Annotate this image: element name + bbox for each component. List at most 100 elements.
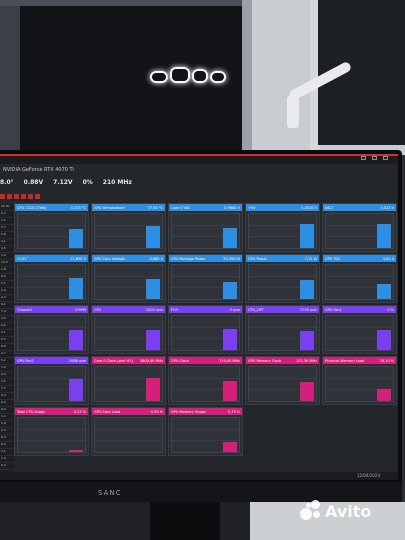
door-handle-base	[287, 96, 299, 128]
sidebar-row[interactable]: 8,8	[0, 344, 14, 351]
sidebar-row[interactable]: 0,8	[0, 232, 14, 239]
close-icon[interactable]	[383, 156, 388, 160]
sensor-tile[interactable]: GPU Core Load 0,00 %	[91, 407, 166, 456]
gridline	[172, 225, 239, 227]
sensor-tile[interactable]: Physical Memory Load 28,10 %	[322, 356, 397, 405]
sensor-tile-header: GPU Temperature 37,00 °C	[92, 204, 165, 211]
gridline	[249, 338, 316, 340]
window-frame	[0, 0, 20, 155]
sensor-plot	[325, 264, 394, 300]
sensor-tile[interactable]: PCH 0 rpm	[168, 305, 243, 354]
sensor-tile[interactable]: CPU_OPT 1750 rpm	[245, 305, 320, 354]
sidebar-row[interactable]: 5,0	[0, 211, 14, 218]
sensor-tile-header: Core 0 Clock (perf #1) 3600,00 MHz	[92, 357, 165, 364]
sensor-tile[interactable]: GPU Clock 210,00 MHz	[168, 356, 243, 405]
sidebar-row[interactable]: 7,4	[0, 309, 14, 316]
sensor-name: CPU Package Power	[171, 256, 206, 261]
sidebar-row[interactable]: 9,1	[0, 302, 14, 309]
sensor-tile[interactable]: Total CPU Usage 0,31 %	[14, 407, 89, 456]
sensor-name: Core 0 Clock (perf #1)	[94, 358, 134, 363]
sensor-tile[interactable]: GPU Temperature 37,00 °C	[91, 203, 166, 252]
sidebar-row[interactable]: 5,8	[0, 421, 14, 428]
toolbar-button[interactable]	[28, 194, 33, 199]
sensor-tile-header: Chassis1 0 RPM	[15, 306, 88, 313]
sidebar-row[interactable]: 4,4	[0, 393, 14, 400]
sidebar-row[interactable]: 50 Hz	[0, 204, 14, 211]
monitor-brand: SANC	[98, 489, 122, 497]
sidebar-row[interactable]: 0,2	[0, 400, 14, 407]
sensor-tile[interactable]: CPU CCD1 (Tdie) 4,125 °C	[14, 203, 89, 252]
sidebar-row[interactable]: 1,2	[0, 218, 14, 225]
gridline	[249, 236, 316, 238]
sensor-tile[interactable]: GPU Memory Clock 101,30 MHz	[245, 356, 320, 405]
toolbar-button[interactable]	[7, 194, 12, 199]
sidebar-row[interactable]: 2,2	[0, 295, 14, 302]
gpu-title: NVIDIA GeForce RTX 4070 Ti	[3, 167, 74, 173]
sidebar-row[interactable]: 2,7	[0, 351, 14, 358]
sidebar-row[interactable]: 3,9	[0, 253, 14, 260]
sidebar-row[interactable]: 2,4	[0, 428, 14, 435]
maximize-icon[interactable]	[372, 156, 377, 160]
sidebar-row[interactable]: 1,9	[0, 365, 14, 372]
sensor-tile-header: GPU Fan1 0 %	[323, 306, 396, 313]
sensor-tile[interactable]: Core 0 Clock (perf #1) 3600,00 MHz	[91, 356, 166, 405]
sidebar-row[interactable]: 1,0	[0, 288, 14, 295]
sensor-name: GPU Fan1	[325, 307, 342, 312]
sensor-value: 1086 rpm	[68, 358, 86, 363]
minimize-icon[interactable]	[361, 156, 366, 160]
sensor-tile-header: GPU Core Load 0,00 %	[92, 408, 165, 415]
sidebar-row[interactable]: 5,5	[0, 281, 14, 288]
sensor-tile[interactable]: Chassis1 0 RPM	[14, 305, 89, 354]
sidebar-row[interactable]: 12,0	[0, 260, 14, 267]
sidebar-row[interactable]: 6,0	[0, 372, 14, 379]
sidebar-row[interactable]: 3,1	[0, 449, 14, 456]
sidebar-row[interactable]: 3,3	[0, 225, 14, 232]
sensor-name: CPU	[94, 307, 102, 312]
sidebar-row[interactable]: 5,2	[0, 358, 14, 365]
sidebar-row[interactable]: 8,3	[0, 435, 14, 442]
gridline	[95, 327, 162, 329]
accent-line	[0, 154, 398, 156]
toolbar-button[interactable]	[0, 194, 5, 199]
sidebar-row[interactable]: 8,0	[0, 274, 14, 281]
sensor-level-bar	[146, 225, 160, 248]
app-titlebar	[0, 154, 398, 164]
sensor-tile[interactable]: GPU Fan1 0 %	[322, 305, 397, 354]
sensor-tile[interactable]: CPU 1400 rpm	[91, 305, 166, 354]
sensor-tile[interactable]: CPU Package Power 30,350 W	[168, 254, 243, 303]
sidebar-row[interactable]: 9,9	[0, 407, 14, 414]
sensor-tile[interactable]: CPU TDC 4,00 A	[322, 254, 397, 303]
sidebar-row[interactable]: 7,7	[0, 386, 14, 393]
sidebar-row[interactable]: 7,0	[0, 456, 14, 463]
sensor-name: GPU Core Voltage	[94, 256, 125, 261]
sensor-tile[interactable]: +12V 11,856 V	[14, 254, 89, 303]
sidebar-row[interactable]: 4,5	[0, 246, 14, 253]
sensor-tile[interactable]: +5V 5,0320 V	[245, 203, 320, 252]
sidebar-row[interactable]: 6,5	[0, 442, 14, 449]
sensor-tile[interactable]: GPU Memory Usage 5,73 %	[168, 407, 243, 456]
toolbar-button[interactable]	[14, 194, 19, 199]
sidebar-row[interactable]: 4,1	[0, 330, 14, 337]
sensor-tile[interactable]: GPU Power 7,12 W	[245, 254, 320, 303]
sensor-tile[interactable]: NIC1 0,024 V	[322, 203, 397, 252]
sensor-level-bar	[223, 328, 237, 350]
sidebar-row[interactable]: 0,5	[0, 337, 14, 344]
sensor-tile-header: GPU Fan2 1086 rpm	[15, 357, 88, 364]
sidebar-row[interactable]: 2,1	[0, 239, 14, 246]
sensor-name: GPU Temperature	[94, 205, 125, 210]
sensor-tile[interactable]: Core 0 VID 0,9680 V	[168, 203, 243, 252]
sidebar-row[interactable]: 6,6	[0, 323, 14, 330]
taskbar: 12/04/2024	[0, 472, 398, 480]
sidebar-row[interactable]: 0,9	[0, 463, 14, 470]
sidebar-row[interactable]: 1,1	[0, 414, 14, 421]
sensor-value: 101,30 MHz	[296, 358, 317, 363]
sensor-level-bar	[146, 377, 160, 401]
sidebar-row[interactable]: 3,0	[0, 316, 14, 323]
toolbar-button[interactable]	[21, 194, 26, 199]
toolbar-button[interactable]	[35, 194, 40, 199]
sensor-tile[interactable]: GPU Fan2 1086 rpm	[14, 356, 89, 405]
sensor-plot	[325, 315, 394, 351]
sensor-tile[interactable]: GPU Core Voltage 0,880 V	[91, 254, 166, 303]
sidebar-row[interactable]: 3,5	[0, 379, 14, 386]
sidebar-row[interactable]: 1,8	[0, 267, 14, 274]
